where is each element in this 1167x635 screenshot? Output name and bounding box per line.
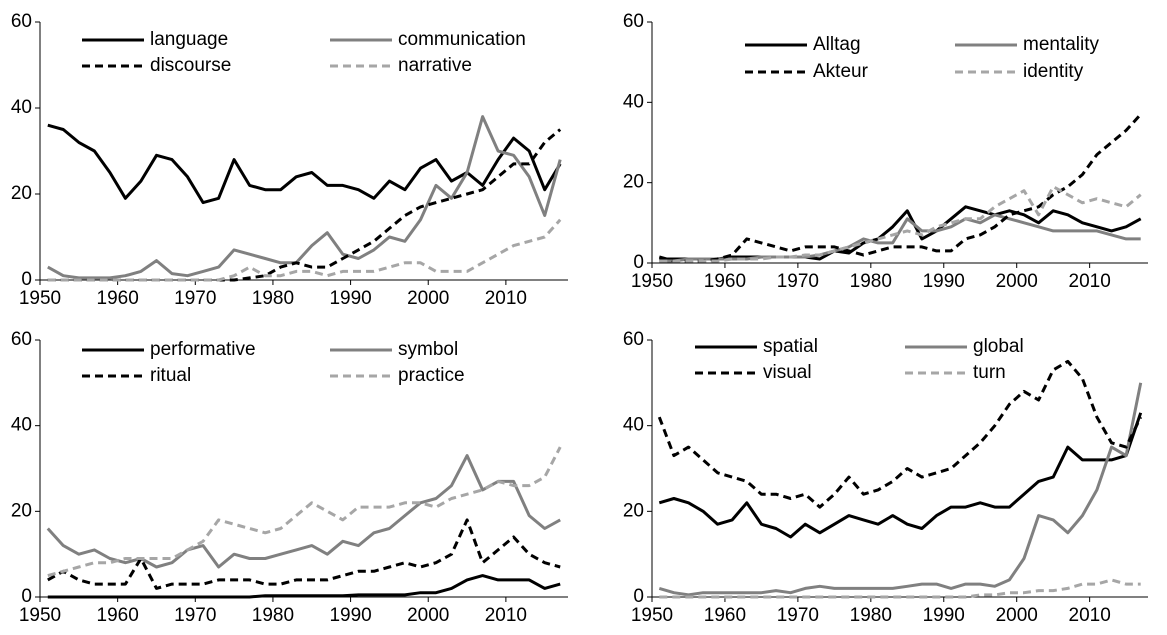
- legend-label: Akteur: [813, 61, 869, 82]
- y-tick-label: 40: [623, 415, 644, 436]
- x-tick-label: 2010: [1069, 605, 1111, 626]
- legend-label: practice: [398, 365, 465, 386]
- legend-label: ritual: [150, 365, 191, 386]
- legend-label: performative: [150, 339, 256, 360]
- y-tick-label: 0: [21, 269, 32, 290]
- x-tick-label: 1960: [97, 605, 139, 626]
- x-tick-label: 1980: [850, 605, 892, 626]
- legend-label: mentality: [1023, 34, 1100, 55]
- line-series: [659, 205, 1142, 261]
- y-tick-label: 20: [623, 500, 644, 521]
- y-tick-label: 0: [633, 252, 644, 273]
- x-tick-label: 1980: [252, 288, 294, 309]
- x-tick-label: 2010: [485, 288, 527, 309]
- x-tick-label: 2010: [485, 605, 527, 626]
- legend-label: discourse: [150, 55, 231, 76]
- line-series: [659, 213, 1141, 263]
- line-series: [659, 185, 1142, 263]
- y-tick-label: 0: [21, 586, 32, 607]
- legend-label: narrative: [398, 55, 472, 76]
- line-series: [659, 578, 1141, 599]
- x-tick-label: 1960: [704, 605, 746, 626]
- y-tick-label: 40: [11, 415, 32, 436]
- line-series: [47, 446, 562, 578]
- x-tick-label: 1950: [631, 605, 673, 626]
- line-series: [47, 574, 561, 599]
- y-tick-label: 0: [633, 586, 644, 607]
- legend-label: turn: [973, 362, 1006, 383]
- line-series: [47, 218, 562, 282]
- x-tick-label: 1960: [704, 271, 746, 292]
- x-tick-label: 1960: [97, 288, 139, 309]
- x-tick-label: 1990: [329, 288, 371, 309]
- y-tick-label: 20: [11, 500, 32, 521]
- x-tick-label: 1990: [923, 605, 965, 626]
- line-series: [658, 412, 1143, 539]
- y-tick-label: 40: [11, 97, 32, 118]
- line-series: [47, 518, 561, 590]
- x-tick-label: 1970: [174, 288, 216, 309]
- legend-label: global: [973, 336, 1024, 357]
- x-tick-label: 1950: [19, 288, 61, 309]
- legend-label: spatial: [763, 336, 818, 357]
- y-tick-label: 40: [623, 91, 644, 112]
- x-tick-label: 1950: [19, 605, 61, 626]
- x-tick-label: 1970: [777, 605, 819, 626]
- legend-label: visual: [763, 362, 812, 383]
- x-tick-label: 1950: [631, 271, 673, 292]
- y-tick-label: 60: [623, 11, 644, 32]
- y-tick-label: 60: [11, 329, 32, 350]
- y-tick-label: 60: [623, 329, 644, 350]
- x-tick-label: 2000: [407, 605, 449, 626]
- x-tick-label: 1980: [252, 605, 294, 626]
- x-tick-label: 1990: [329, 605, 371, 626]
- legend-label: Alltag: [813, 34, 861, 55]
- line-series: [658, 113, 1142, 263]
- line-series: [47, 123, 562, 205]
- x-tick-label: 1980: [850, 271, 892, 292]
- x-tick-label: 1970: [777, 271, 819, 292]
- x-tick-label: 2000: [996, 271, 1038, 292]
- legend-label: communication: [398, 29, 526, 50]
- legend-label: identity: [1023, 61, 1084, 82]
- legend-label: language: [150, 29, 228, 50]
- line-series: [46, 454, 561, 569]
- y-tick-label: 20: [623, 172, 644, 193]
- line-series: [47, 115, 562, 280]
- line-series: [658, 382, 1143, 597]
- x-tick-label: 2000: [407, 288, 449, 309]
- x-tick-label: 2010: [1069, 271, 1111, 292]
- y-tick-label: 20: [11, 183, 32, 204]
- line-series: [47, 128, 562, 282]
- line-series: [657, 359, 1143, 509]
- y-tick-label: 60: [11, 11, 32, 32]
- legend-label: symbol: [398, 339, 458, 360]
- x-tick-label: 2000: [996, 605, 1038, 626]
- x-tick-label: 1990: [923, 271, 965, 292]
- x-tick-label: 1970: [174, 605, 216, 626]
